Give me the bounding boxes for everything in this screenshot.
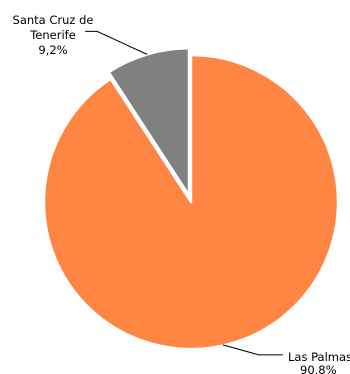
leader-lines [85,30,283,356]
label-santa-cruz-line-2: Tenerife [29,28,76,42]
leader-line-santa-cruz-de-tenerife [85,30,148,55]
pie-slices [42,47,340,351]
label-santa-cruz-percent: 9,2% [38,43,67,57]
label-las-palmas-name: Las Palmas [288,350,350,364]
label-las-palmas-percent: 90,8% [300,363,337,374]
pie-slice-las-palmas [42,53,340,351]
label-santa-cruz-line-1: Santa Cruz de [13,13,94,27]
leader-line-las-palmas [222,344,283,356]
pie-slice-santa-cruz-de-tenerife [107,47,191,197]
